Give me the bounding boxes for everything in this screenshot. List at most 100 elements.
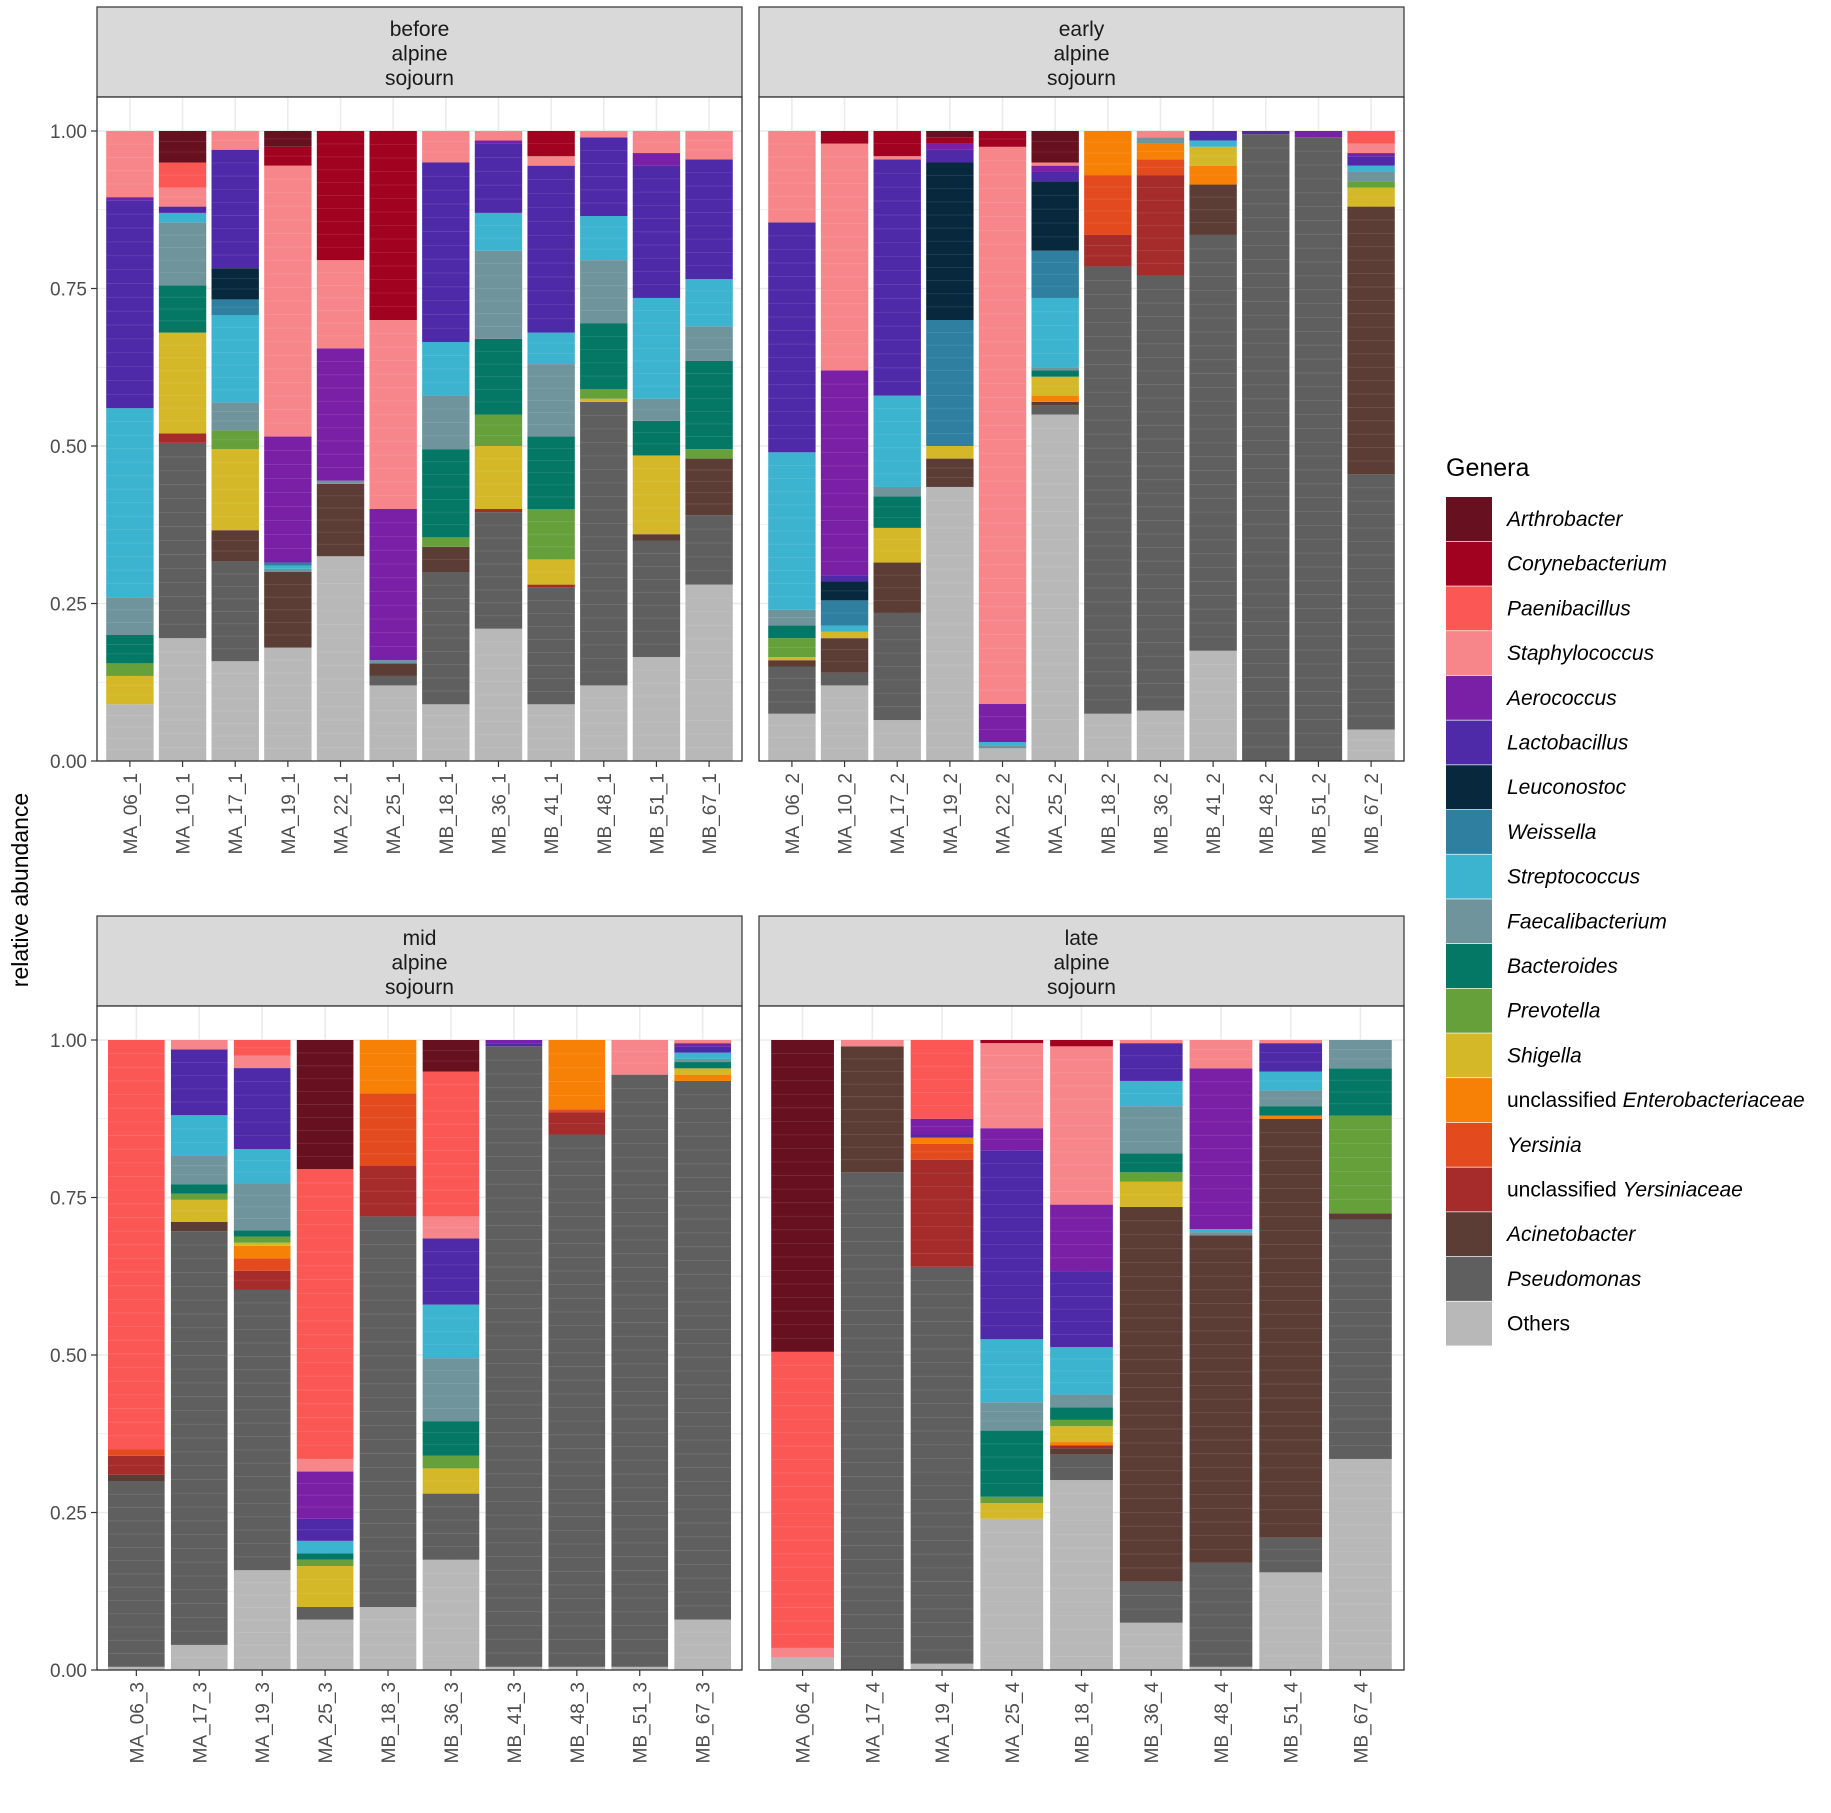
bar-MA_22_1 bbox=[316, 131, 365, 761]
bar-MB_36_1 bbox=[474, 131, 523, 761]
bar-segment-lactobacillus bbox=[820, 575, 869, 582]
bars bbox=[108, 1040, 731, 1670]
bar-segment-yersinia bbox=[548, 1109, 606, 1113]
bar-segment-pseudomonas bbox=[1031, 405, 1079, 415]
bar-segment-corynebacterium bbox=[873, 131, 921, 157]
x-tick-label: MA_19_1 bbox=[279, 773, 300, 854]
bar-segment-streptococcus bbox=[1031, 297, 1079, 368]
bar-segment-faecalibacterium bbox=[632, 398, 681, 421]
bar-MB_51_3 bbox=[611, 1040, 669, 1670]
bar-segment-unclassified-enterobacteriaceae bbox=[1136, 143, 1185, 160]
bar-segment-pseudomonas bbox=[170, 1231, 228, 1645]
legend-item: Pseudomonas bbox=[1446, 1256, 1642, 1301]
bar-segment-acinetobacter bbox=[1347, 206, 1395, 475]
y-tick-label: 0.50 bbox=[50, 1346, 87, 1367]
bar-segment-lactobacillus bbox=[926, 149, 974, 163]
bar-segment-pseudomonas bbox=[910, 1266, 974, 1664]
bar-segment-shigella bbox=[1347, 187, 1395, 207]
bar-segment-prevotella bbox=[422, 1455, 480, 1469]
bar-segment-lactobacillus bbox=[106, 200, 154, 409]
bar-segment-unclassified-yersiniaceae bbox=[108, 1455, 165, 1475]
bar-segment-unclassified-yersiniaceae bbox=[359, 1166, 417, 1217]
bar-segment-staphylococcus bbox=[170, 1040, 228, 1050]
bar-segment-aerococcus bbox=[1189, 1068, 1253, 1229]
bar-segment-arthrobacter bbox=[1031, 131, 1079, 163]
bar-segment-aerococcus bbox=[674, 1043, 731, 1047]
bar-segment-acinetobacter bbox=[1031, 401, 1079, 406]
x-tick-label: MA_06_1 bbox=[121, 773, 142, 854]
bar-segment-lactobacillus bbox=[485, 1043, 543, 1047]
bar-segment-corynebacterium bbox=[978, 131, 1027, 147]
bar-segment-pseudomonas bbox=[840, 1172, 904, 1670]
bar-segment-faecalibacterium bbox=[233, 1183, 291, 1231]
bar-segment-unclassified-yersiniaceae bbox=[158, 433, 207, 443]
bar-segment-arthrobacter bbox=[158, 131, 207, 163]
y-axis-label: relative abundance bbox=[7, 793, 33, 987]
bar-MA_19_3 bbox=[233, 1040, 291, 1670]
bar-segment-staphylococcus bbox=[873, 156, 921, 160]
bar-segment-acinetobacter bbox=[1189, 1235, 1253, 1563]
bar-segment-unclassified-enterobacteriaceae bbox=[1050, 1442, 1113, 1446]
bar-MB_18_4 bbox=[1050, 1040, 1113, 1670]
bar-segment-pseudomonas bbox=[158, 442, 207, 639]
bar-segment-faecalibacterium bbox=[170, 1155, 228, 1185]
x-tick-label: MB_36_3 bbox=[442, 1682, 463, 1763]
bar-segment-prevotella bbox=[296, 1559, 354, 1567]
bar-segment-corynebacterium bbox=[926, 137, 974, 144]
bars bbox=[771, 1040, 1392, 1670]
bar-segment-bacteroides bbox=[296, 1553, 354, 1560]
bar-segment-paenibacillus bbox=[910, 1040, 974, 1119]
legend-key bbox=[1446, 988, 1492, 1033]
legend-title: Genera bbox=[1446, 454, 1529, 482]
bar-MA_17_3 bbox=[170, 1040, 228, 1670]
bar-segment-pseudomonas bbox=[1189, 234, 1237, 651]
bar-segment-shigella bbox=[1031, 376, 1079, 396]
x-tick-label: MB_18_2 bbox=[1099, 773, 1120, 854]
bar-segment-acinetobacter bbox=[170, 1221, 228, 1232]
legend-label: unclassified Enterobacteriaceae bbox=[1507, 1089, 1805, 1112]
bar-segment-others bbox=[1031, 414, 1079, 761]
bar-segment-streptococcus bbox=[873, 395, 921, 487]
x-tick-label: MA_10_2 bbox=[836, 773, 857, 854]
bar-segment-faecalibacterium bbox=[316, 480, 365, 484]
bar-segment-lactobacillus bbox=[910, 1134, 974, 1138]
bar-segment-bacteroides bbox=[632, 420, 681, 456]
bar-segment-unclassified-enterobacteriaceae bbox=[1084, 131, 1132, 176]
legend-item: unclassified Yersiniaceae bbox=[1446, 1167, 1743, 1212]
bar-segment-corynebacterium bbox=[316, 131, 365, 261]
bar-MA_17_2 bbox=[873, 131, 921, 761]
legend-item: Shigella bbox=[1446, 1033, 1582, 1078]
bar-segment-shigella bbox=[580, 398, 628, 402]
bar-segment-lactobacillus bbox=[527, 165, 575, 333]
bar-segment-staphylococcus bbox=[1259, 1040, 1323, 1044]
bar-MB_18_2 bbox=[1084, 131, 1132, 761]
legend-label: Pseudomonas bbox=[1507, 1268, 1642, 1291]
x-tick-label: MB_41_3 bbox=[505, 1682, 526, 1763]
bar-segment-pseudomonas bbox=[1189, 1562, 1253, 1667]
bar-segment-acinetobacter bbox=[873, 562, 921, 613]
bar-segment-shigella bbox=[474, 446, 523, 509]
strip-title-line: sojourn bbox=[385, 976, 454, 999]
legend-item: Paenibacillus bbox=[1446, 586, 1631, 631]
facet-panels: beforealpinesojourn0.000.250.500.751.00M… bbox=[50, 6, 1405, 1764]
bar-segment-prevotella bbox=[170, 1193, 228, 1200]
bar-segment-yersinia bbox=[1136, 159, 1185, 176]
bar-segment-aerococcus bbox=[316, 348, 365, 481]
bar-segment-weissella bbox=[211, 299, 259, 316]
bar-segment-staphylococcus bbox=[1031, 162, 1079, 166]
y-tick-label: 0.25 bbox=[50, 1504, 87, 1525]
bar-segment-lactobacillus bbox=[170, 1049, 228, 1116]
bar-segment-unclassified-yersiniaceae bbox=[233, 1270, 291, 1290]
x-tick-label: MA_17_1 bbox=[226, 773, 247, 854]
bar-segment-lactobacillus bbox=[685, 159, 733, 280]
x-tick-label: MB_51_4 bbox=[1282, 1682, 1303, 1764]
bar-segment-streptococcus bbox=[527, 332, 575, 365]
bar-segment-pseudomonas bbox=[527, 587, 575, 705]
legend-label: Yersinia bbox=[1507, 1134, 1582, 1157]
x-tick-label: MA_17_2 bbox=[888, 773, 909, 854]
legend-key bbox=[1446, 586, 1492, 631]
bar-segment-staphylococcus bbox=[820, 143, 869, 371]
bar-segment-unclassified-enterobacteriaceae bbox=[233, 1245, 291, 1259]
x-tick-label: MB_48_3 bbox=[568, 1682, 589, 1763]
